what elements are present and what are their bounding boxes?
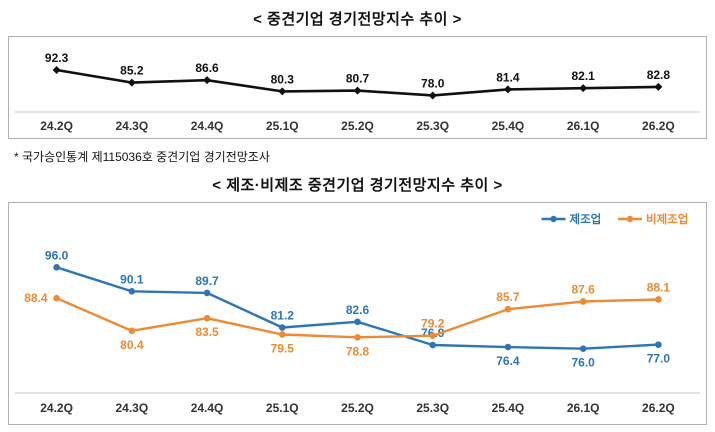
x-axis-label: 25.4Q	[492, 119, 525, 133]
value-label: 79.5	[271, 341, 295, 355]
data-point	[655, 296, 662, 303]
x-axis-label: 25.1Q	[266, 119, 299, 133]
data-point	[354, 318, 361, 326]
data-point	[128, 288, 136, 295]
chart1-svg: 24.2Q 24.3Q 24.4Q 25.1Q 25.2Q 25.3Q 25.4Q 26.1Q…	[15, 51, 700, 133]
data-point	[128, 327, 136, 335]
value-label: 77.0	[647, 352, 671, 366]
x-axis-label: 25.2Q	[341, 119, 374, 133]
data-point	[203, 289, 211, 297]
x-axis-label: 26.1Q	[567, 119, 600, 133]
x-axis-label: 26.2Q	[642, 119, 675, 133]
value-label: 76.4	[496, 354, 520, 368]
data-point	[53, 294, 60, 302]
chart1-title: < 중견기업 경기전망지수 추이 >	[253, 11, 462, 28]
chart2-title: < 제조·비제조 중견기업 경기전망지수 추이 >	[212, 177, 503, 194]
data-point	[278, 324, 286, 331]
data-point	[429, 332, 437, 339]
x-axis-label: 24.2Q	[40, 119, 73, 133]
data-point	[504, 343, 512, 351]
x-axis-label: 24.2Q	[40, 401, 73, 415]
x-axis-label: 24.4Q	[191, 401, 224, 415]
chart2-box: 24.2Q 24.3Q 24.4Q 25.1Q 25.2Q 25.3Q 25.4Q 26.1Q…	[8, 202, 707, 425]
x-axis-label: 24.3Q	[115, 119, 148, 133]
value-label: 88.4	[24, 291, 48, 305]
data-point	[579, 345, 587, 353]
data-point	[203, 76, 212, 85]
data-point	[655, 341, 662, 348]
x-axis-label: 26.1Q	[567, 401, 600, 415]
value-label: 80.3	[271, 72, 295, 86]
legend-label: 비제조업	[646, 212, 688, 226]
data-point	[504, 305, 512, 313]
chart2-svg: 24.2Q 24.3Q 24.4Q 25.1Q 25.2Q 25.3Q 25.4Q 26.1Q…	[15, 212, 700, 415]
data-point	[203, 314, 211, 322]
value-label: 79.2	[421, 317, 445, 331]
value-label: 88.1	[647, 280, 671, 294]
x-axis-label: 25.2Q	[341, 401, 374, 415]
value-label: 86.6	[195, 61, 219, 75]
value-label: 76.0	[571, 356, 595, 370]
legend-label: 제조업	[570, 212, 602, 226]
value-label: 85.7	[496, 290, 520, 304]
value-label: 92.3	[45, 51, 69, 65]
data-point	[52, 66, 61, 75]
value-label: 89.7	[195, 274, 219, 288]
data-point	[278, 331, 286, 338]
data-point	[428, 91, 437, 100]
data-point	[654, 82, 663, 91]
data-point	[278, 87, 287, 96]
x-axis-label: 24.4Q	[191, 119, 224, 133]
value-label: 83.5	[195, 325, 219, 339]
chart1-box: 24.2Q 24.3Q 24.4Q 25.1Q 25.2Q 25.3Q 25.4Q 26.1Q…	[8, 36, 707, 139]
data-point	[579, 298, 587, 305]
data-point	[354, 334, 361, 341]
value-label: 78.8	[346, 344, 370, 358]
value-label: 85.2	[120, 64, 144, 78]
legend-marker	[626, 215, 634, 223]
value-label: 90.1	[120, 272, 144, 286]
value-label: 96.0	[45, 248, 69, 262]
value-label: 87.6	[571, 282, 595, 296]
footnote: * 국가승인통계 제115036호 중견기업 경기전망조사	[14, 150, 270, 164]
value-label: 80.7	[346, 72, 370, 86]
value-label: 82.8	[647, 68, 671, 82]
data-point	[353, 86, 362, 95]
legend-marker	[550, 215, 557, 223]
data-point	[503, 85, 512, 94]
x-axis-label: 26.2Q	[642, 401, 675, 415]
value-label: 81.4	[496, 70, 520, 84]
data-point	[429, 341, 437, 349]
x-axis-label: 25.3Q	[416, 119, 449, 133]
data-point	[53, 263, 60, 271]
data-point	[127, 78, 136, 87]
value-label: 81.2	[271, 309, 295, 323]
x-axis-label: 25.3Q	[416, 401, 449, 415]
value-label: 80.4	[120, 338, 144, 352]
x-axis-label: 25.4Q	[492, 401, 525, 415]
data-point	[579, 84, 588, 93]
value-label: 82.1	[571, 69, 595, 83]
value-label: 78.0	[421, 76, 445, 90]
value-label: 82.6	[346, 303, 370, 317]
x-axis-label: 25.1Q	[266, 401, 299, 415]
x-axis-label: 24.3Q	[115, 401, 148, 415]
